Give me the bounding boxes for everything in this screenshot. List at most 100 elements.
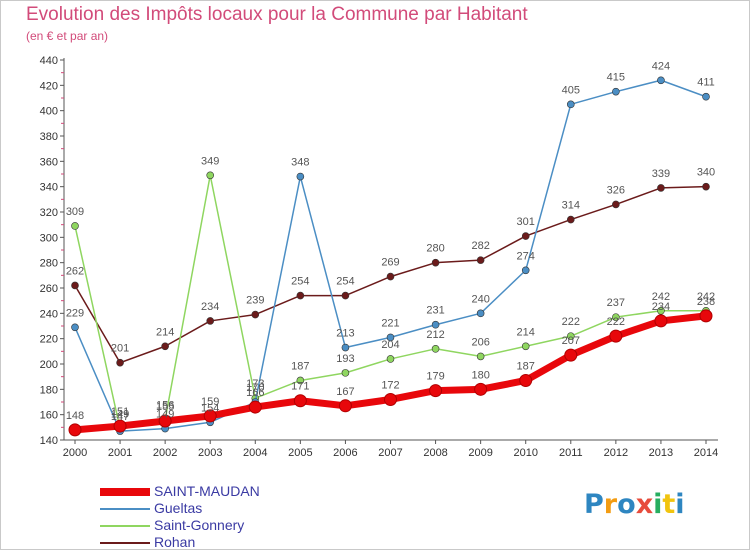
x-tick-label: 2008	[423, 447, 447, 459]
y-tick-label: 160	[40, 410, 58, 422]
data-point	[566, 215, 575, 224]
data-label: 242	[652, 291, 670, 303]
data-label: 170	[246, 382, 264, 394]
data-point	[248, 400, 262, 414]
data-label: 222	[607, 316, 625, 328]
data-point	[521, 342, 530, 351]
data-label: 206	[471, 336, 489, 348]
data-label: 154	[201, 402, 219, 414]
data-point	[476, 309, 485, 318]
data-label: 405	[562, 84, 580, 96]
data-label: 166	[246, 387, 264, 399]
x-tick-label: 2001	[108, 447, 132, 459]
y-tick-label: 440	[40, 55, 58, 67]
legend-label: Gueltas	[154, 500, 203, 516]
data-point	[68, 423, 82, 437]
data-label: 187	[517, 360, 535, 372]
brand-logo: Proxiti	[584, 489, 685, 520]
x-tick-label: 2014	[694, 447, 718, 459]
data-label: 149	[111, 409, 129, 421]
legend-label: SAINT-MAUDAN	[154, 483, 260, 499]
x-tick-label: 2007	[378, 447, 402, 459]
data-point	[657, 184, 665, 192]
data-point	[702, 182, 710, 191]
x-tick-label: 2011	[559, 447, 583, 459]
data-label: 167	[336, 386, 354, 398]
data-point	[386, 272, 395, 281]
data-point	[564, 348, 578, 362]
data-label: 173	[246, 378, 264, 390]
data-label: 156	[156, 400, 174, 412]
brand-letter: o	[617, 489, 636, 520]
y-tick-label: 320	[40, 207, 58, 219]
data-point	[654, 314, 668, 328]
data-label: 274	[517, 250, 535, 262]
data-point	[386, 355, 395, 363]
data-point	[612, 313, 620, 321]
data-point	[521, 232, 530, 240]
data-label: 262	[66, 265, 84, 277]
data-label: 239	[246, 295, 264, 307]
data-label: 149	[156, 409, 174, 421]
y-tick-label: 420	[40, 80, 58, 92]
y-tick-label: 400	[40, 106, 58, 118]
data-point	[293, 394, 307, 408]
data-point	[657, 76, 665, 85]
data-point	[657, 306, 665, 315]
legend-label: Rohan	[154, 534, 196, 550]
data-label: 238	[697, 296, 715, 308]
y-tick-label: 300	[40, 232, 58, 244]
data-point	[519, 373, 533, 387]
data-point	[71, 222, 79, 230]
data-point	[71, 323, 79, 332]
x-tick-label: 2006	[333, 447, 357, 459]
data-point	[251, 310, 260, 319]
data-point	[612, 200, 620, 209]
data-point	[699, 309, 713, 323]
data-label: 214	[517, 326, 535, 338]
x-tick-label: 2009	[468, 447, 492, 459]
data-label: 222	[562, 316, 580, 328]
x-tick-label: 2000	[63, 447, 87, 459]
data-label: 187	[291, 360, 309, 372]
data-label: 269	[381, 257, 399, 269]
y-tick-label: 200	[40, 359, 58, 371]
data-point	[609, 329, 623, 343]
data-label: 204	[381, 339, 399, 351]
data-point	[338, 399, 352, 413]
data-point	[476, 352, 485, 361]
x-tick-label: 2012	[604, 447, 628, 459]
y-tick-label: 280	[40, 258, 58, 270]
data-label: 415	[607, 72, 625, 84]
x-tick-label: 2002	[153, 447, 177, 459]
data-point	[566, 100, 575, 109]
y-tick-label: 180	[40, 384, 58, 396]
data-label: 301	[517, 216, 535, 228]
y-tick-label: 360	[40, 156, 58, 168]
legend-swatch-saint-maudan	[100, 488, 150, 496]
brand-letter: x	[635, 489, 654, 520]
data-point	[71, 281, 79, 290]
data-point	[296, 376, 305, 385]
data-label: 213	[336, 328, 354, 340]
legend-swatch-gueltas	[100, 508, 150, 510]
data-label: 309	[66, 206, 84, 218]
data-point	[476, 256, 485, 264]
data-label: 314	[562, 200, 580, 212]
data-label: 147	[111, 411, 129, 423]
x-tick-label: 2004	[243, 447, 267, 459]
data-label: 424	[652, 60, 670, 72]
y-tick-label: 260	[40, 283, 58, 295]
data-point	[161, 342, 169, 351]
data-point	[203, 409, 217, 423]
data-label: 159	[201, 396, 219, 408]
y-tick-label: 240	[40, 308, 58, 320]
data-label: 214	[156, 326, 174, 338]
data-label: 234	[201, 301, 219, 313]
data-label: 339	[652, 168, 670, 180]
data-point	[206, 317, 215, 325]
data-label: 411	[697, 77, 715, 89]
x-tick-label: 2005	[288, 447, 312, 459]
